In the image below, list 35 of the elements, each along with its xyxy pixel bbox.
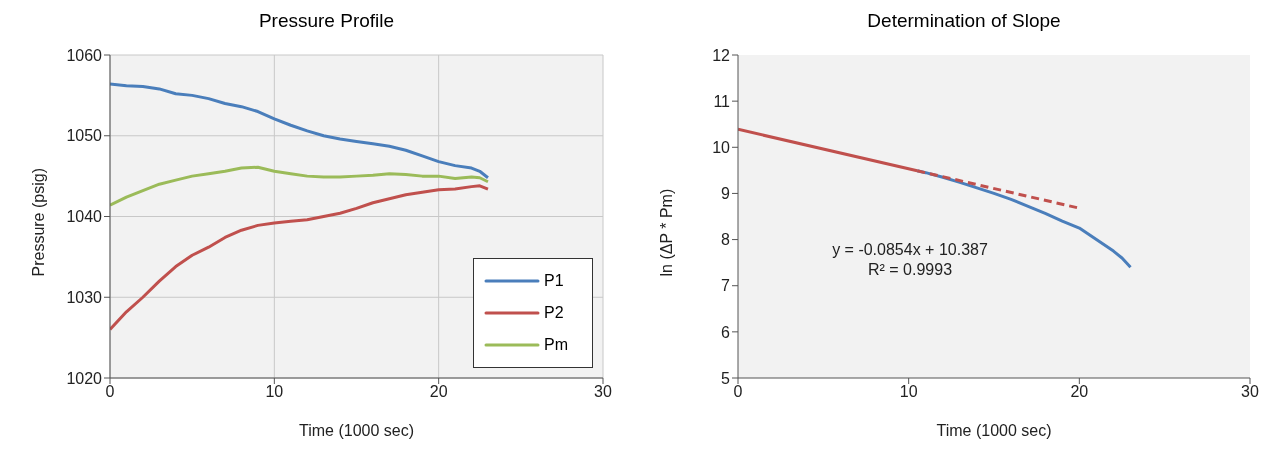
y-tick-label: 7 xyxy=(721,277,731,295)
line-series xyxy=(110,165,490,207)
x-tick-label: 30 xyxy=(1241,383,1259,401)
y-axis-title: ln (ΔP * Pm) xyxy=(657,188,675,277)
chart-title: Pressure Profile xyxy=(257,10,396,32)
y-tick-label: 1020 xyxy=(66,369,103,387)
y-tick-label: 5 xyxy=(721,369,731,387)
y-tick-label: 1040 xyxy=(66,208,103,226)
x-tick-label: 10 xyxy=(265,383,284,401)
annotation: y = -0.0854x + 10.387 xyxy=(831,240,989,260)
x-tick-label: 0 xyxy=(105,383,115,401)
y-tick-label: 1060 xyxy=(66,46,103,64)
y-tick-label: 8 xyxy=(721,231,731,249)
x-tick-label: 20 xyxy=(429,383,448,401)
line-series xyxy=(110,82,490,180)
legend-label: P1 xyxy=(544,272,564,290)
line-series xyxy=(110,184,490,332)
legend-label: P2 xyxy=(544,304,564,322)
x-tick-label: 20 xyxy=(1070,383,1089,401)
y-tick-label: 6 xyxy=(721,323,731,341)
y-tick-label: 12 xyxy=(712,46,731,64)
annotation: R² = 0.9993 xyxy=(866,260,954,280)
chart-title: Determination of Slope xyxy=(866,10,1062,32)
x-tick-label: 10 xyxy=(899,383,918,401)
x-axis-title: Time (1000 sec) xyxy=(299,422,414,439)
y-tick-label: 10 xyxy=(712,138,731,156)
x-tick-label: 0 xyxy=(733,383,743,401)
y-tick-label: 9 xyxy=(721,185,731,203)
legend-label: Pm xyxy=(544,336,568,354)
x-tick-label: 30 xyxy=(594,383,612,401)
y-tick-label: 1050 xyxy=(66,127,103,145)
y-axis-title: Pressure (psig) xyxy=(29,168,47,277)
y-tick-label: 1030 xyxy=(66,288,103,306)
y-tick-label: 11 xyxy=(713,92,731,110)
x-axis-title: Time (1000 sec) xyxy=(936,422,1052,439)
